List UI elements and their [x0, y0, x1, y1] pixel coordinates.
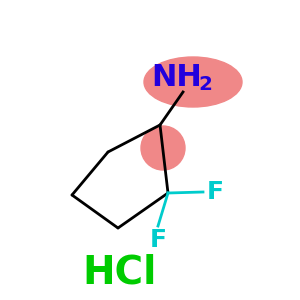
- Text: F: F: [206, 180, 224, 204]
- Text: NH: NH: [152, 64, 202, 92]
- Circle shape: [141, 126, 185, 170]
- Text: F: F: [149, 228, 167, 252]
- Ellipse shape: [144, 57, 242, 107]
- Text: 2: 2: [198, 74, 212, 94]
- Text: HCl: HCl: [83, 253, 157, 291]
